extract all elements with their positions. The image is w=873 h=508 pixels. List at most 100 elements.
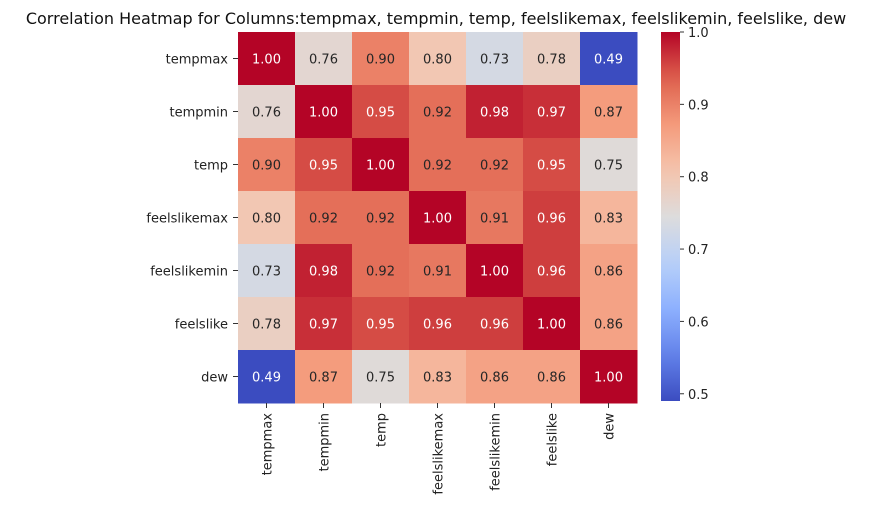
column-tick-label-feelslikemax: feelslikemax <box>432 413 447 495</box>
cell-value-label: 0.96 <box>423 318 452 333</box>
cell-value-label: 0.49 <box>594 53 623 68</box>
heatmap-cell-temp-dew <box>580 138 638 192</box>
cell-value-label: 0.95 <box>309 159 338 174</box>
heatmap-cell-tempmax-feelslikemin <box>466 32 524 86</box>
cell-value-label: 0.92 <box>366 212 395 227</box>
column-tick-label-tempmax: tempmax <box>261 413 276 476</box>
cell-value-label: 0.76 <box>309 53 338 68</box>
cell-value-label: 0.86 <box>594 265 623 280</box>
cell-value-label: 0.98 <box>480 106 509 121</box>
row-tick-label-temp: temp <box>194 159 228 174</box>
cell-value-label: 0.98 <box>309 265 338 280</box>
heatmap-cell-tempmin-feelslikemin <box>466 85 524 139</box>
column-tick-label-feelslikemin: feelslikemin <box>489 413 504 491</box>
cell-value-label: 0.49 <box>252 371 281 386</box>
heatmap-cell-tempmin-tempmin <box>295 85 353 139</box>
heatmap-cell-temp-temp <box>352 138 410 192</box>
colorbar: 0.5 0.6 0.7 0.8 0.9 1.0 <box>661 26 709 403</box>
cell-value-label: 0.78 <box>537 53 566 68</box>
cell-value-label: 0.86 <box>594 318 623 333</box>
row-tick-labels: tempmax tempmin temp feelslikemax feelslikem… <box>146 53 238 386</box>
heatmap-cell-dew-feelslikemin <box>466 350 524 404</box>
heatmap-cell-tempmax-feelslikemax <box>409 32 467 86</box>
cell-value-label: 1.00 <box>480 265 509 280</box>
cell-value-label: 0.97 <box>537 106 566 121</box>
heatmap-cell-temp-feelslikemin <box>466 138 524 192</box>
cell-value-label: 0.95 <box>537 159 566 174</box>
cell-value-label: 0.92 <box>309 212 338 227</box>
heatmap-cell-feelslikemax-tempmin <box>295 191 353 245</box>
cell-value-label: 0.73 <box>252 265 281 280</box>
heatmap-cell-feelslikemin-temp <box>352 244 410 298</box>
heatmap-cell-temp-tempmin <box>295 138 353 192</box>
heatmap-cell-temp-feelslike <box>523 138 581 192</box>
cell-value-label: 0.92 <box>366 265 395 280</box>
heatmap-cell-feelslike-temp <box>352 297 410 351</box>
cell-value-label: 0.80 <box>252 212 281 227</box>
heatmap-cell-tempmax-tempmax <box>238 32 296 86</box>
chart-title: Correlation Heatmap for Columns:tempmax,… <box>26 9 846 28</box>
cell-value-label: 0.95 <box>366 106 395 121</box>
cell-value-label: 0.83 <box>594 212 623 227</box>
heatmap-cell-feelslike-feelslikemax <box>409 297 467 351</box>
heatmap-cell-feelslike-tempmin <box>295 297 353 351</box>
row-tick-label-feelslikemin: feelslikemin <box>150 265 228 280</box>
heatmap-cell-feelslikemax-tempmax <box>238 191 296 245</box>
row-tick-label-tempmax: tempmax <box>166 53 229 68</box>
heatmap-cell-tempmin-temp <box>352 85 410 139</box>
column-tick-label-tempmin: tempmin <box>318 413 333 472</box>
heatmap-cell-feelslike-feelslike <box>523 297 581 351</box>
row-tick-label-tempmin: tempmin <box>169 106 228 121</box>
colorbar-gradient <box>661 32 680 401</box>
heatmap-cell-tempmax-tempmin <box>295 32 353 86</box>
cell-value-label: 0.92 <box>480 159 509 174</box>
cell-value-label: 0.80 <box>423 53 452 68</box>
colorbar-tick-label: 0.6 <box>688 315 709 330</box>
colorbar-tick-label: 0.7 <box>688 243 709 258</box>
colorbar-tick-label: 0.8 <box>688 171 709 186</box>
heatmap-cell-dew-tempmin <box>295 350 353 404</box>
cell-value-label: 0.97 <box>309 318 338 333</box>
heatmap-cell-feelslikemax-feelslikemax <box>409 191 467 245</box>
heatmap-cell-tempmin-tempmax <box>238 85 296 139</box>
column-tick-label-temp: temp <box>375 413 390 447</box>
row-tick-label-feelslike: feelslike <box>175 318 228 333</box>
heatmap-cell-feelslikemax-feelslikemin <box>466 191 524 245</box>
cell-value-label: 0.78 <box>252 318 281 333</box>
cell-value-label: 0.73 <box>480 53 509 68</box>
heatmap-cell-feelslike-tempmax <box>238 297 296 351</box>
cell-value-label: 1.00 <box>366 159 395 174</box>
row-tick-label-dew: dew <box>201 371 228 386</box>
cell-value-label: 0.90 <box>252 159 281 174</box>
column-tick-label-dew: dew <box>603 413 618 440</box>
heatmap-cell-tempmax-temp <box>352 32 410 86</box>
colorbar-tick-label: 1.0 <box>688 26 709 41</box>
cell-value-label: 1.00 <box>423 212 452 227</box>
cell-value-label: 0.90 <box>366 53 395 68</box>
heatmap-cell-tempmax-dew <box>580 32 638 86</box>
heatmap-cell-dew-dew <box>580 350 638 404</box>
colorbar-tick-label: 0.9 <box>688 98 709 113</box>
cell-value-label: 0.95 <box>366 318 395 333</box>
heatmap-cell-tempmin-feelslikemax <box>409 85 467 139</box>
heatmap-cell-feelslikemin-tempmax <box>238 244 296 298</box>
heatmap-cell-tempmin-dew <box>580 85 638 139</box>
heatmap-cell-feelslikemax-dew <box>580 191 638 245</box>
cell-value-label: 0.92 <box>423 159 452 174</box>
cell-value-label: 0.87 <box>309 371 338 386</box>
cell-value-label: 0.76 <box>252 106 281 121</box>
cell-value-label: 0.87 <box>594 106 623 121</box>
heatmap-cell-tempmax-feelslike <box>523 32 581 86</box>
heatmap-cell-temp-tempmax <box>238 138 296 192</box>
cell-value-label: 0.75 <box>366 371 395 386</box>
heatmap-cell-dew-feelslike <box>523 350 581 404</box>
cell-value-label: 1.00 <box>309 106 338 121</box>
heatmap-cell-tempmin-feelslike <box>523 85 581 139</box>
cell-value-label: 1.00 <box>252 53 281 68</box>
cell-value-label: 0.91 <box>480 212 509 227</box>
cell-value-label: 0.91 <box>423 265 452 280</box>
heatmap-cell-feelslikemax-feelslike <box>523 191 581 245</box>
heatmap-cell-dew-tempmax <box>238 350 296 404</box>
colorbar-tick-label: 0.5 <box>688 388 709 403</box>
